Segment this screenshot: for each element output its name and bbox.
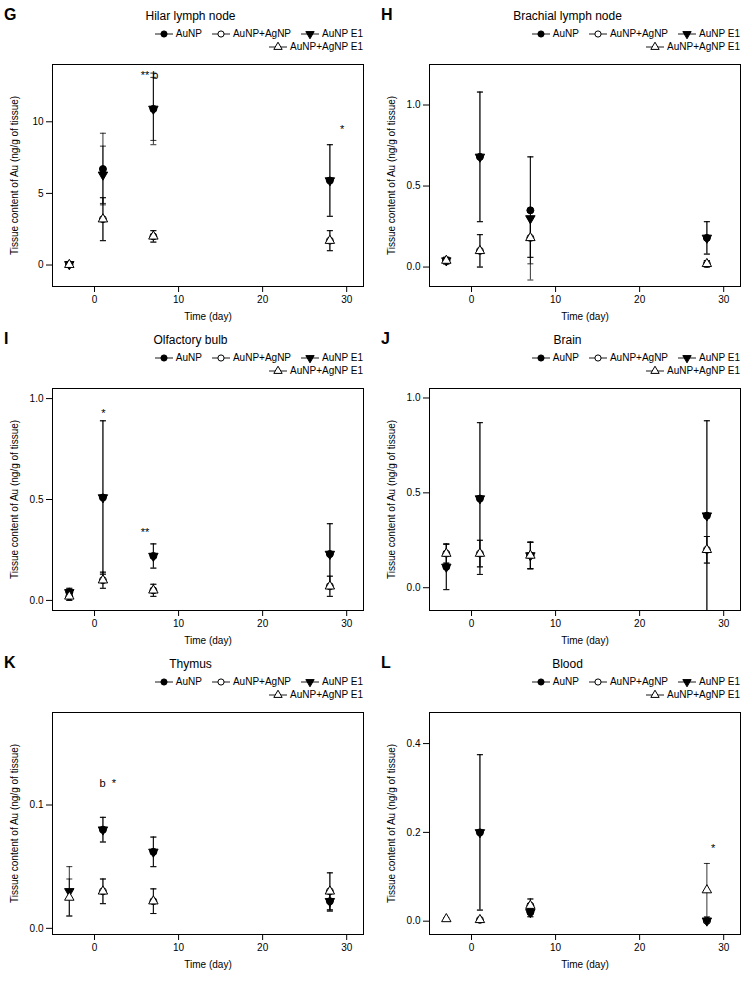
html-text:L: L — [381, 654, 391, 671]
svg-text:30: 30 — [341, 294, 353, 305]
svg-text:0.0: 0.0 — [407, 582, 421, 593]
html-text:Thymus: Thymus — [169, 657, 212, 671]
svg-text:0.1: 0.1 — [30, 799, 44, 810]
html-text:J: J — [381, 330, 390, 347]
svg-text:Tissue content of Au (ng/g of: Tissue content of Au (ng/g of tissue) — [386, 420, 397, 579]
svg-text:0.2: 0.2 — [407, 827, 421, 838]
svg-text:20: 20 — [257, 618, 269, 629]
svg-text:20: 20 — [634, 942, 646, 953]
html-text:AuNP: AuNP — [552, 352, 579, 363]
html-text:H: H — [381, 6, 393, 23]
svg-text:10: 10 — [173, 942, 185, 953]
svg-text:Time (day): Time (day) — [561, 311, 608, 322]
svg-text:20: 20 — [257, 294, 269, 305]
svg-text:Tissue content of Au (ng/g of: Tissue content of Au (ng/g of tissue) — [9, 96, 20, 255]
svg-text:30: 30 — [341, 618, 353, 629]
svg-text:Time (day): Time (day) — [184, 311, 231, 322]
html-text:AuNP: AuNP — [552, 28, 579, 39]
svg-text:0: 0 — [92, 942, 98, 953]
html-text:AuNP+AgNP E1: AuNP+AgNP E1 — [667, 365, 740, 376]
html-text:AuNP E1: AuNP E1 — [322, 352, 363, 363]
html-text:AuNP E1: AuNP E1 — [322, 28, 363, 39]
html-text:AuNP+AgNP: AuNP+AgNP — [610, 28, 668, 39]
html-text:AuNP+AgNP: AuNP+AgNP — [610, 676, 668, 687]
svg-text:** b: ** b — [141, 69, 159, 81]
svg-text:5: 5 — [38, 188, 44, 199]
html-text:Brain: Brain — [553, 333, 582, 347]
svg-text:20: 20 — [257, 942, 269, 953]
svg-text:*: * — [711, 842, 716, 854]
html-text:G: G — [4, 6, 17, 23]
svg-text:0.4: 0.4 — [407, 738, 421, 749]
svg-text:10: 10 — [173, 618, 185, 629]
svg-text:0: 0 — [92, 294, 98, 305]
svg-text:*: * — [101, 407, 106, 419]
svg-text:Time (day): Time (day) — [561, 635, 608, 646]
html-text:Olfactory bulb: Olfactory bulb — [153, 333, 228, 347]
html-text:K: K — [4, 654, 16, 671]
svg-text:1.0: 1.0 — [30, 393, 44, 404]
svg-text:Time (day): Time (day) — [184, 959, 231, 970]
html-text:AuNP: AuNP — [175, 676, 202, 687]
svg-text:30: 30 — [718, 618, 730, 629]
svg-text:0: 0 — [469, 942, 475, 953]
html-text:AuNP+AgNP: AuNP+AgNP — [233, 352, 291, 363]
svg-text:0.0: 0.0 — [30, 923, 44, 934]
svg-text:0: 0 — [92, 618, 98, 629]
svg-text:20: 20 — [634, 294, 646, 305]
html-text:AuNP: AuNP — [552, 676, 579, 687]
svg-text:Time (day): Time (day) — [561, 959, 608, 970]
html-text:AuNP+AgNP E1: AuNP+AgNP E1 — [667, 689, 740, 700]
svg-text:0.0: 0.0 — [30, 595, 44, 606]
html-text:I: I — [4, 330, 9, 347]
svg-text:10: 10 — [32, 116, 44, 127]
html-text:Blood: Blood — [552, 657, 583, 671]
svg-text:**: ** — [141, 526, 150, 538]
html-text:AuNP+AgNP E1: AuNP+AgNP E1 — [290, 41, 363, 52]
svg-text:0: 0 — [38, 259, 44, 270]
html-text:AuNP E1: AuNP E1 — [699, 352, 740, 363]
svg-text:0: 0 — [469, 618, 475, 629]
html-text:AuNP+AgNP: AuNP+AgNP — [233, 676, 291, 687]
html-text:Brachial lymph node: Brachial lymph node — [513, 9, 622, 23]
svg-text:0.5: 0.5 — [407, 180, 421, 191]
svg-text:10: 10 — [550, 294, 562, 305]
svg-text:Tissue content of Au (ng/g of: Tissue content of Au (ng/g of tissue) — [9, 420, 20, 579]
html-text:AuNP E1: AuNP E1 — [322, 676, 363, 687]
html-text:AuNP+AgNP: AuNP+AgNP — [610, 352, 668, 363]
svg-text:30: 30 — [341, 942, 353, 953]
svg-text:Tissue content of Au (ng/g of: Tissue content of Au (ng/g of tissue) — [9, 744, 20, 903]
svg-text:Time (day): Time (day) — [184, 635, 231, 646]
svg-text:10: 10 — [550, 618, 562, 629]
html-text:AuNP E1: AuNP E1 — [699, 676, 740, 687]
svg-text:1.0: 1.0 — [407, 392, 421, 403]
svg-text:30: 30 — [718, 942, 730, 953]
svg-text:1.0: 1.0 — [407, 99, 421, 110]
svg-text:Tissue content of Au (ng/g of: Tissue content of Au (ng/g of tissue) — [386, 96, 397, 255]
svg-text:0.5: 0.5 — [407, 487, 421, 498]
html-text:AuNP+AgNP E1: AuNP+AgNP E1 — [667, 41, 740, 52]
svg-text:10: 10 — [550, 942, 562, 953]
html-text:AuNP: AuNP — [175, 352, 202, 363]
html-text:AuNP: AuNP — [175, 28, 202, 39]
svg-text:Tissue content of Au (ng/g of: Tissue content of Au (ng/g of tissue) — [386, 744, 397, 903]
svg-text:10: 10 — [173, 294, 185, 305]
svg-text:b *: b * — [100, 777, 117, 789]
html-text:AuNP+AgNP: AuNP+AgNP — [233, 28, 291, 39]
svg-text:0: 0 — [469, 294, 475, 305]
svg-text:0.0: 0.0 — [407, 261, 421, 272]
svg-text:20: 20 — [634, 618, 646, 629]
html-text:AuNP E1: AuNP E1 — [699, 28, 740, 39]
html-text:Hilar lymph node: Hilar lymph node — [145, 9, 236, 23]
svg-text:0.5: 0.5 — [30, 494, 44, 505]
svg-text:*: * — [340, 123, 345, 135]
html-text:AuNP+AgNP E1: AuNP+AgNP E1 — [290, 689, 363, 700]
svg-text:30: 30 — [718, 294, 730, 305]
html-text:AuNP+AgNP E1: AuNP+AgNP E1 — [290, 365, 363, 376]
svg-text:0.0: 0.0 — [407, 915, 421, 926]
